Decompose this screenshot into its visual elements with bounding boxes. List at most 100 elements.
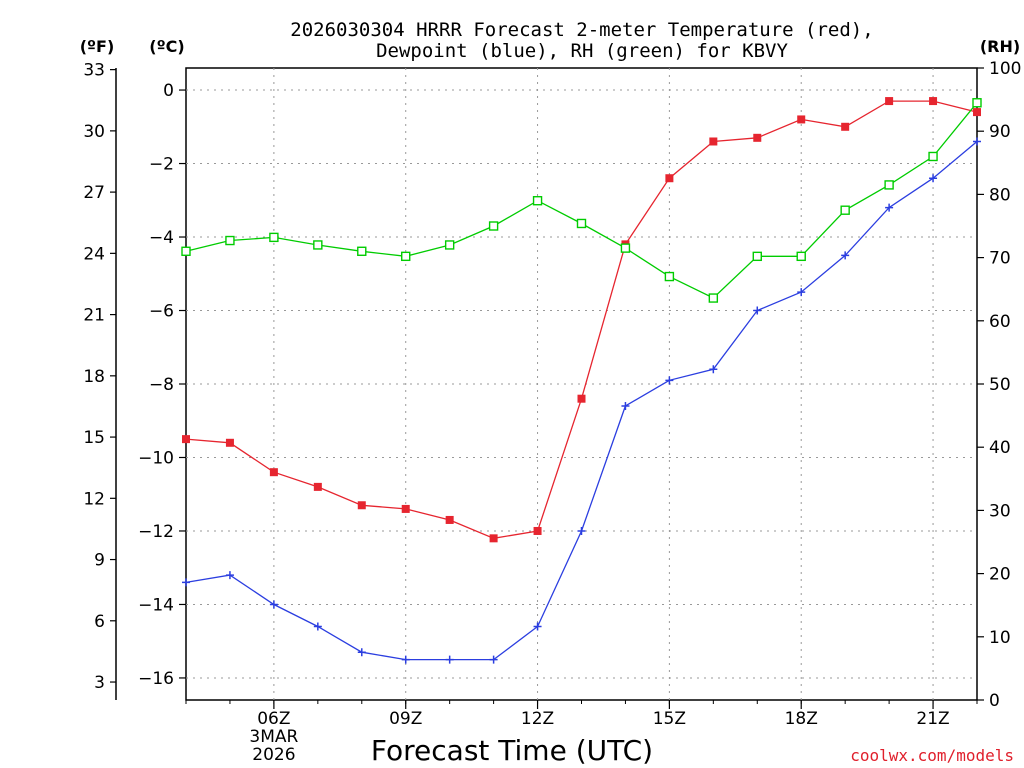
rh-point [620, 243, 631, 253]
temperature-point [182, 435, 190, 444]
dewpoint-point [182, 578, 190, 587]
temperature-point [841, 122, 850, 131]
temperature-point [269, 468, 278, 477]
date-label-year: 2026 [252, 745, 295, 765]
celsius-tick-label: −8 [149, 375, 174, 395]
rh-point [444, 240, 455, 250]
rh-point [928, 151, 938, 162]
fahrenheit-tick-label: 18 [83, 367, 105, 387]
rh-point [708, 293, 719, 303]
celsius-tick-label: −2 [149, 155, 174, 175]
rh-unit-label: (RH) [980, 37, 1020, 56]
temperature-line [185, 100, 978, 539]
axes: 0 −2 −4 −6 −8 −10 −12 −14 −16 3 6 9 12 15 18 21 24 27 30 33… [83, 59, 1021, 765]
fahrenheit-tick-label: 3 [94, 673, 105, 693]
dewpoint-point [665, 376, 674, 385]
dewpoint-point [445, 655, 454, 664]
rh-point [576, 218, 587, 229]
x-tick-label: 06Z [257, 709, 290, 729]
rh-point [488, 221, 499, 231]
fahrenheit-tick-label: 27 [83, 183, 105, 203]
dewpoint-point [401, 655, 410, 664]
dewpoint-point [225, 571, 234, 580]
x-tick-label: 15Z [653, 709, 686, 729]
gridlines [186, 68, 977, 700]
celsius-tick-label: −12 [138, 522, 174, 542]
rh-point [752, 251, 762, 262]
celsius-tick-label: −6 [149, 302, 174, 322]
rh-tick-label: 90 [989, 122, 1011, 142]
temperature-point [489, 534, 498, 543]
rh-tick-label: 40 [989, 438, 1011, 458]
x-axis-label: Forecast Time (UTC) [371, 734, 653, 767]
fahrenheit-unit-label: (ºF) [80, 37, 115, 56]
chart-title-line2: Dewpoint (blue), RH (green) for KBVY [376, 40, 788, 62]
rh-point [269, 232, 279, 243]
temperature-point [973, 108, 981, 117]
celsius-tick-label: −10 [138, 448, 174, 468]
rh-tick-label: 0 [989, 691, 1000, 711]
series-layer [181, 97, 982, 664]
rh-tick-label: 100 [989, 59, 1021, 79]
rh-tick-label: 20 [989, 565, 1011, 585]
dewpoint-point [357, 648, 366, 657]
rh-point [840, 205, 850, 215]
celsius-tick-label: −14 [138, 595, 174, 615]
date-label-month: 3MAR [249, 727, 298, 747]
rh-point [884, 180, 894, 190]
dewpoint-point [709, 365, 718, 374]
fahrenheit-tick-label: 24 [83, 244, 105, 264]
x-tick-label: 21Z [916, 709, 949, 729]
dewpoint-point [313, 622, 322, 631]
rh-tick-label: 30 [989, 501, 1011, 521]
fahrenheit-tick-label: 21 [83, 306, 105, 326]
fahrenheit-tick-label: 30 [83, 122, 105, 142]
dewpoint-point [797, 288, 806, 297]
temperature-point [225, 438, 234, 447]
temperature-point [885, 97, 894, 106]
temperature-point [577, 394, 586, 403]
fahrenheit-tick-label: 33 [83, 61, 105, 81]
rh-point [181, 246, 191, 256]
rh-tick-label: 10 [989, 628, 1011, 648]
dewpoint-point [929, 174, 938, 183]
x-tick-label: 18Z [785, 709, 818, 729]
rh-point [357, 246, 367, 256]
celsius-tick-label: −4 [149, 228, 174, 248]
dewpoint-point [841, 251, 850, 260]
celsius-unit-label: (ºC) [149, 37, 184, 56]
dewpoint-point [621, 402, 630, 411]
rh-point [796, 251, 806, 262]
dewpoint-point [753, 306, 762, 315]
rh-tick-label: 70 [989, 249, 1011, 269]
dewpoint-point [533, 622, 542, 631]
temperature-point [709, 137, 718, 146]
temperature-point [753, 133, 762, 142]
temperature-point [929, 97, 938, 106]
dewpoint-point [489, 655, 498, 664]
rh-line [185, 102, 978, 299]
fahrenheit-tick-label: 9 [94, 551, 105, 571]
rh-tick-label: 50 [989, 375, 1011, 395]
dewpoint-point [269, 600, 278, 609]
rh-point [225, 235, 235, 246]
fahrenheit-tick-label: 15 [83, 428, 105, 448]
x-tick-label: 09Z [389, 709, 422, 729]
temperature-point [357, 501, 366, 510]
chart-title-line1: 2026030304 HRRR Forecast 2-meter Tempera… [290, 19, 873, 41]
rh-tick-label: 60 [989, 312, 1011, 332]
x-tick-label: 12Z [521, 709, 554, 729]
temperature-point [533, 526, 542, 535]
rh-point [972, 98, 982, 108]
rh-point [664, 271, 675, 282]
temperature-point [665, 174, 674, 183]
celsius-tick-label: −16 [138, 669, 174, 689]
credit-text: coolwx.com/models [850, 746, 1014, 765]
rh-point [532, 196, 543, 206]
temperature-point [313, 482, 322, 491]
dewpoint-point [577, 526, 586, 535]
fahrenheit-tick-label: 6 [94, 612, 105, 632]
temperature-point [445, 515, 454, 524]
rh-tick-label: 80 [989, 185, 1011, 205]
